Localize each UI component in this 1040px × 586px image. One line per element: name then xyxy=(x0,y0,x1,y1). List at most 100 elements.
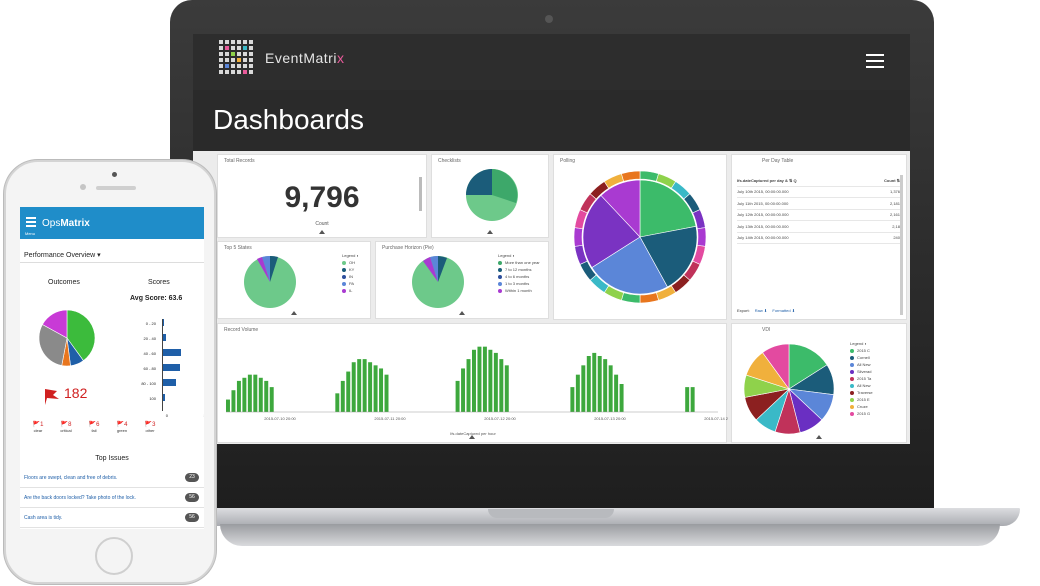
volume-bar[interactable] xyxy=(685,387,690,412)
section-dropdown[interactable]: Performance Overview ▾ xyxy=(20,251,204,263)
col-header-count[interactable]: Count ⇅ xyxy=(883,177,900,183)
volume-bar[interactable] xyxy=(226,399,230,412)
legend-item[interactable]: All New xyxy=(850,361,873,368)
legend-item[interactable]: Silverad xyxy=(850,368,873,375)
table-row: July 12th 2015, 00:00:00.000 2,161 xyxy=(737,210,900,221)
volume-bar[interactable] xyxy=(608,365,613,412)
issue-link[interactable]: Are the back doors locked? Take photo of… xyxy=(24,495,136,501)
volume-bar[interactable] xyxy=(597,356,602,412)
volume-bar[interactable] xyxy=(455,380,460,412)
volume-bar[interactable] xyxy=(614,374,619,412)
legend-item[interactable]: Traverse xyxy=(850,389,873,396)
scrollbar[interactable] xyxy=(900,175,903,315)
score-bar[interactable] xyxy=(163,379,176,386)
scrollbar[interactable] xyxy=(419,177,422,211)
volume-bar[interactable] xyxy=(236,380,241,412)
collapse-caret-icon[interactable] xyxy=(816,435,822,439)
volume-bar[interactable] xyxy=(581,365,586,412)
legend-item[interactable]: Cruze xyxy=(850,403,873,410)
ring-segment[interactable] xyxy=(621,170,641,182)
issue-link[interactable]: Cash area is tidy. xyxy=(24,515,63,521)
pie-slice[interactable] xyxy=(639,225,698,288)
volume-bar[interactable] xyxy=(253,374,258,412)
volume-bar[interactable] xyxy=(504,365,509,412)
pie-slice[interactable] xyxy=(600,179,641,238)
volume-bar[interactable] xyxy=(264,380,269,412)
volume-bar[interactable] xyxy=(247,374,252,412)
volume-bar[interactable] xyxy=(346,371,351,412)
col-header-date[interactable]: Ifs.dateCaptured per day & ⇅ Q xyxy=(737,177,797,183)
pie-slice[interactable] xyxy=(591,236,668,295)
table-row: July 11th 2015, 00:00:00.000 2,181 xyxy=(737,198,900,210)
legend-item[interactable]: 2015 E xyxy=(850,396,873,403)
flag-stat[interactable]: 🚩8 critical xyxy=(60,422,72,433)
issue-count-badge: 23 xyxy=(185,473,199,482)
volume-bar[interactable] xyxy=(379,368,384,412)
score-bar[interactable] xyxy=(163,364,180,371)
volume-bar[interactable] xyxy=(466,359,471,412)
legend-item[interactable]: 2015 G xyxy=(850,410,873,417)
volume-bar[interactable] xyxy=(575,374,580,412)
volume-bar[interactable] xyxy=(488,349,493,412)
ring-segment[interactable] xyxy=(573,227,583,247)
flag-stat[interactable]: 🚩1 clear xyxy=(32,422,44,433)
legend-item[interactable]: Cornell xyxy=(850,354,873,361)
volume-bar[interactable] xyxy=(477,346,482,412)
flag-stat[interactable]: 🚩3 other xyxy=(144,422,156,433)
collapse-caret-icon[interactable] xyxy=(319,230,325,234)
menu-icon[interactable] xyxy=(26,217,36,229)
volume-bar[interactable] xyxy=(368,362,373,412)
volume-bar[interactable] xyxy=(362,359,367,412)
pie-slice[interactable] xyxy=(38,324,68,366)
volume-bar[interactable] xyxy=(592,352,597,412)
issue-link[interactable]: Floors are swept, clean and free of debr… xyxy=(24,475,118,481)
collapse-caret-icon[interactable] xyxy=(487,230,493,234)
volume-bar[interactable] xyxy=(373,365,378,412)
pie-slice[interactable] xyxy=(639,179,697,238)
score-bar[interactable] xyxy=(163,349,181,356)
menu-label[interactable]: Menu xyxy=(25,231,36,236)
home-button[interactable] xyxy=(95,537,133,575)
legend-item[interactable]: 2015 Ta xyxy=(850,375,873,382)
export-raw-link[interactable]: Raw ⬇ xyxy=(754,308,768,313)
volume-bar[interactable] xyxy=(269,387,274,412)
pie-slice[interactable] xyxy=(66,309,96,362)
score-bar[interactable] xyxy=(163,319,165,326)
volume-bar[interactable] xyxy=(472,349,476,412)
volume-bar[interactable] xyxy=(242,377,247,412)
flag-stat[interactable]: 🚩4 green xyxy=(116,422,128,433)
volume-bar[interactable] xyxy=(619,384,624,412)
volume-bar[interactable] xyxy=(482,346,487,412)
collapse-caret-icon[interactable] xyxy=(459,311,465,315)
volume-bar[interactable] xyxy=(570,387,575,412)
volume-bar[interactable] xyxy=(351,362,356,412)
ring-segment[interactable] xyxy=(697,227,707,247)
volume-bar[interactable] xyxy=(493,352,498,412)
volume-bar[interactable] xyxy=(586,356,591,412)
score-bar[interactable] xyxy=(163,334,167,341)
score-bar[interactable] xyxy=(163,394,166,401)
volume-bar[interactable] xyxy=(461,368,466,412)
pie-slice[interactable] xyxy=(788,343,828,390)
flag-stat[interactable]: 🚩6 fail xyxy=(88,422,100,433)
legend-item[interactable]: All New xyxy=(850,382,873,389)
volume-bar[interactable] xyxy=(499,359,504,412)
volume-bar[interactable] xyxy=(357,359,362,412)
volume-bar[interactable] xyxy=(384,374,389,412)
vdi-legend: Legend ◐ 2015 C Cornell All New Silverad 201… xyxy=(850,341,873,417)
legend-item[interactable]: 2015 C xyxy=(850,347,873,354)
volume-bar[interactable] xyxy=(690,387,695,412)
pie-slice[interactable] xyxy=(582,195,641,268)
volume-bar[interactable] xyxy=(258,377,263,412)
collapse-caret-icon[interactable] xyxy=(469,435,475,439)
export-formatted-link[interactable]: Formatted ⬇ xyxy=(772,308,796,313)
table-row: July 14th 2015, 00:00:00.000 240 xyxy=(737,233,900,244)
volume-bar[interactable] xyxy=(231,390,236,412)
pie-slice[interactable] xyxy=(42,309,68,339)
volume-bar[interactable] xyxy=(340,380,345,412)
pie-slice[interactable] xyxy=(762,343,790,390)
hamburger-menu-icon[interactable] xyxy=(866,54,884,68)
volume-bar[interactable] xyxy=(335,393,340,412)
volume-bar[interactable] xyxy=(603,359,608,412)
collapse-caret-icon[interactable] xyxy=(291,311,297,315)
